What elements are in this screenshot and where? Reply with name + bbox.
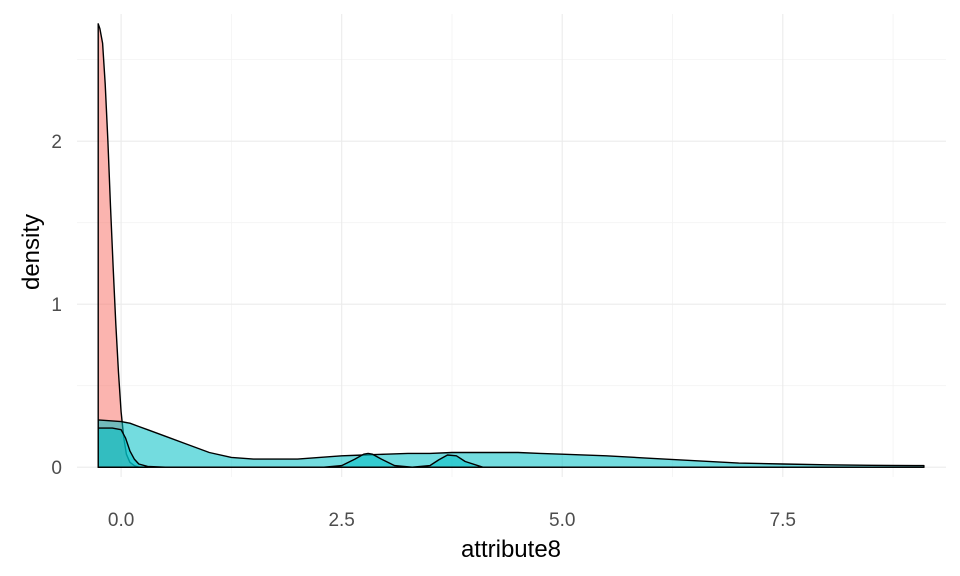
density-area-2 [97, 419, 925, 468]
density-area-3 [97, 427, 925, 468]
y-tick-label: 0 [51, 458, 62, 479]
x-tick-label: 2.5 [328, 510, 354, 531]
density-area-1 [97, 23, 149, 468]
y-axis-title: density [18, 214, 45, 290]
x-axis-title: attribute8 [461, 536, 561, 563]
y-tick-label: 2 [51, 132, 62, 153]
grid-lines [77, 14, 946, 477]
x-tick-label: 5.0 [549, 510, 575, 531]
tick-labels: 0.0 2.5 5.0 7.5 0 1 2 [51, 132, 796, 531]
y-tick-label: 1 [51, 295, 62, 316]
density-areas [97, 23, 925, 468]
x-tick-label: 7.5 [770, 510, 796, 531]
x-tick-label: 0.0 [108, 510, 134, 531]
